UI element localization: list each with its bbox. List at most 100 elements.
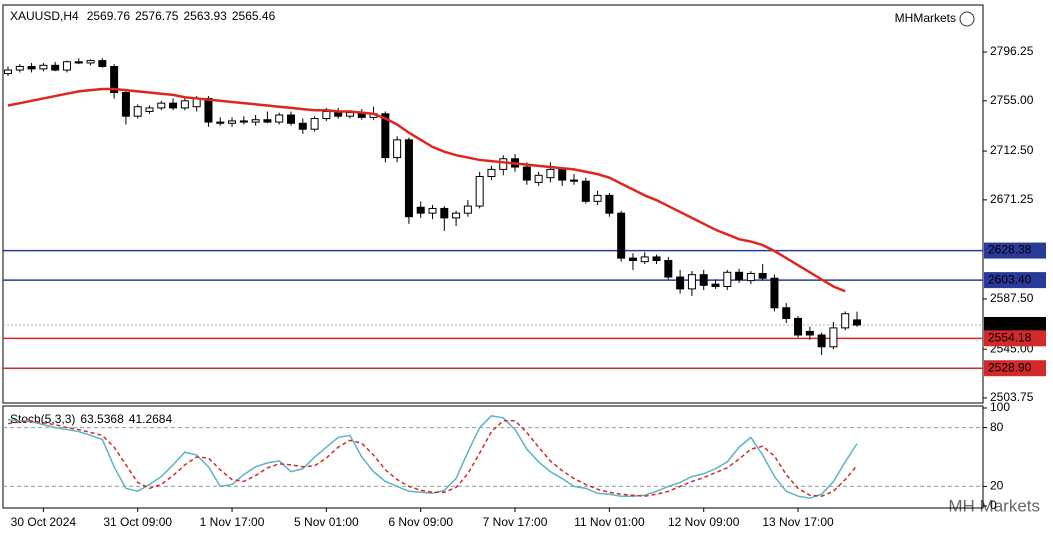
candle-body [652,256,661,261]
stoch-tick-label: 0 [990,498,997,512]
candle-body [204,97,213,123]
x-tick-label: 13 Nov 17:00 [762,515,834,529]
stoch-tick-label: 20 [990,479,1004,493]
candle-body [640,256,649,263]
candle-body [463,205,472,214]
stoch-label: Stoch(5,3,3) 63.5368 41.2684 [10,412,172,426]
candle-body [428,207,437,214]
candle-body [298,122,307,130]
x-tick-label: 7 Nov 17:00 [483,515,548,529]
y-tick-label: 2587.50 [990,291,1034,305]
candle-body [62,61,71,71]
candle-body [216,121,225,124]
candle-body [381,113,390,159]
candle-body [287,114,295,124]
stoch-signal: 41.2684 [129,412,173,426]
candle-body [758,272,767,279]
candle-body [322,110,331,120]
y-tick-label: 2503.75 [990,390,1034,404]
x-tick-label: 31 Oct 09:00 [103,515,172,529]
candle-body [310,118,319,130]
candle-body [440,207,449,219]
open: 2569.76 [87,9,131,23]
candle-body [829,327,838,348]
candle-body [169,102,178,109]
candle-body [27,66,36,70]
candle-body [735,271,744,280]
candle-body [51,64,60,71]
candle-body [157,102,166,109]
candle-body [534,174,543,183]
stoch-main: 63.5368 [80,412,124,426]
brand-icon [959,11,975,27]
main-panel [2,4,984,404]
y-tick-label: 2755.00 [990,93,1034,107]
candle-body [475,176,484,207]
header: XAUUSD,H4 2569.76 2576.75 2563.93 2565.46 [10,9,276,23]
candle-body [805,330,814,336]
candle-body [228,120,237,124]
x-tick-label: 1 Nov 17:00 [200,515,265,529]
candle-body [699,274,708,286]
candle-body [416,206,425,214]
level-label: 2554.18 [988,330,1032,344]
candle-body [110,66,119,94]
moving-average [7,87,846,293]
stoch-line [7,419,858,497]
candle-body [723,271,732,287]
stoch-panel [2,405,984,509]
candle-body [180,100,189,109]
candle-body [770,277,779,309]
symbol: XAUUSD,H4 [10,9,79,23]
candle-body [687,274,696,290]
candle-body [581,180,590,202]
candle-body [794,317,803,336]
candle-body [4,69,12,75]
candle-body [499,158,508,170]
watermark: MH Markets [948,496,1040,515]
candle-body [628,257,637,261]
x-tick-label: 5 Nov 01:00 [294,515,359,529]
candle-body [853,319,861,326]
candle-body [711,283,720,287]
close: 2565.46 [232,9,276,23]
candle-body [487,168,496,178]
level-tag [984,242,1046,259]
y-tick-label: 2796.25 [990,44,1034,58]
x-tick-label: 11 Nov 01:00 [574,515,645,529]
level-label: 2628.38 [988,243,1032,257]
level-label: 2603.40 [988,272,1032,286]
candle-body [546,168,555,179]
candle-body [74,61,83,64]
x-tick-label: 30 Oct 2024 [11,515,77,529]
candle-body [39,64,48,70]
candle-body [15,66,24,71]
x-tick-label: 12 Nov 09:00 [668,515,740,529]
y-tick-label: 2671.25 [990,192,1034,206]
candle-body [345,112,354,117]
stoch-tick-label: 80 [990,420,1004,434]
x-tick-label: 6 Nov 09:00 [388,515,453,529]
candle-body [452,212,461,219]
level-label: 2528.90 [988,360,1032,374]
stoch-tick-label: 100 [990,400,1010,414]
candle-body [617,212,626,259]
candle-body [817,334,826,348]
candle-body [133,106,142,117]
candle-body [251,119,260,123]
candle-body [263,119,272,123]
candle-body [664,259,673,278]
candle-body [239,120,248,123]
level-tag [984,316,1046,333]
high: 2576.75 [135,9,179,23]
stoch-name: Stoch(5,3,3) [10,412,75,426]
candle-body [841,313,850,329]
low: 2563.93 [183,9,227,23]
candle-body [121,92,130,117]
candle-body [86,60,95,64]
level-tag [984,360,1046,377]
candle-body [522,166,531,181]
candle-body [746,272,755,282]
